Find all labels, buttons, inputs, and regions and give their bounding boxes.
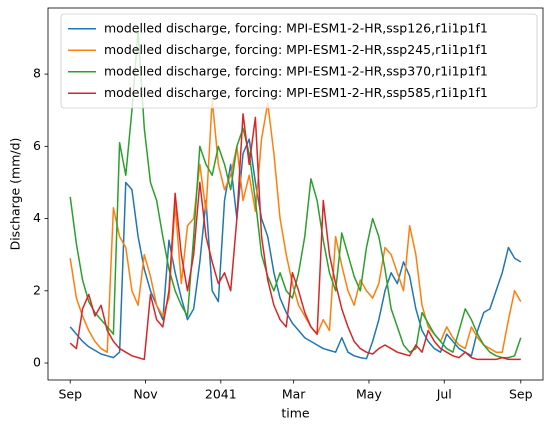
x-tick-label: 2041 — [205, 387, 237, 402]
legend-label: modelled discharge, forcing: MPI-ESM1-2-… — [104, 42, 488, 57]
x-tick-label: Jul — [436, 387, 452, 402]
y-tick-label: 0 — [33, 355, 41, 370]
legend-label: modelled discharge, forcing: MPI-ESM1-2-… — [104, 20, 488, 35]
series-line — [69, 113, 521, 361]
y-tick-label: 4 — [33, 210, 41, 225]
y-tick-label: 6 — [33, 138, 41, 153]
series-line — [69, 98, 522, 353]
legend-box — [60, 13, 538, 109]
plot-area — [69, 30, 522, 361]
legend-label: modelled discharge, forcing: MPI-ESM1-2-… — [104, 63, 488, 78]
y-axis-label: Discharge (mm/d) — [8, 138, 23, 251]
series-line — [69, 138, 522, 360]
x-axis-label: time — [281, 406, 310, 421]
series-line — [69, 30, 522, 359]
axes-frame — [47, 7, 544, 381]
y-tick-label: 2 — [33, 282, 41, 297]
x-tick-label: Sep — [509, 387, 533, 402]
x-tick-label: Nov — [133, 387, 158, 402]
legend: modelled discharge, forcing: MPI-ESM1-2-… — [60, 13, 538, 109]
legend-label: modelled discharge, forcing: MPI-ESM1-2-… — [104, 85, 488, 100]
x-tick-label: Sep — [58, 387, 82, 402]
x-tick-label: Mar — [282, 387, 306, 402]
x-tick-label: May — [356, 387, 382, 402]
y-tick-label: 8 — [33, 66, 41, 81]
